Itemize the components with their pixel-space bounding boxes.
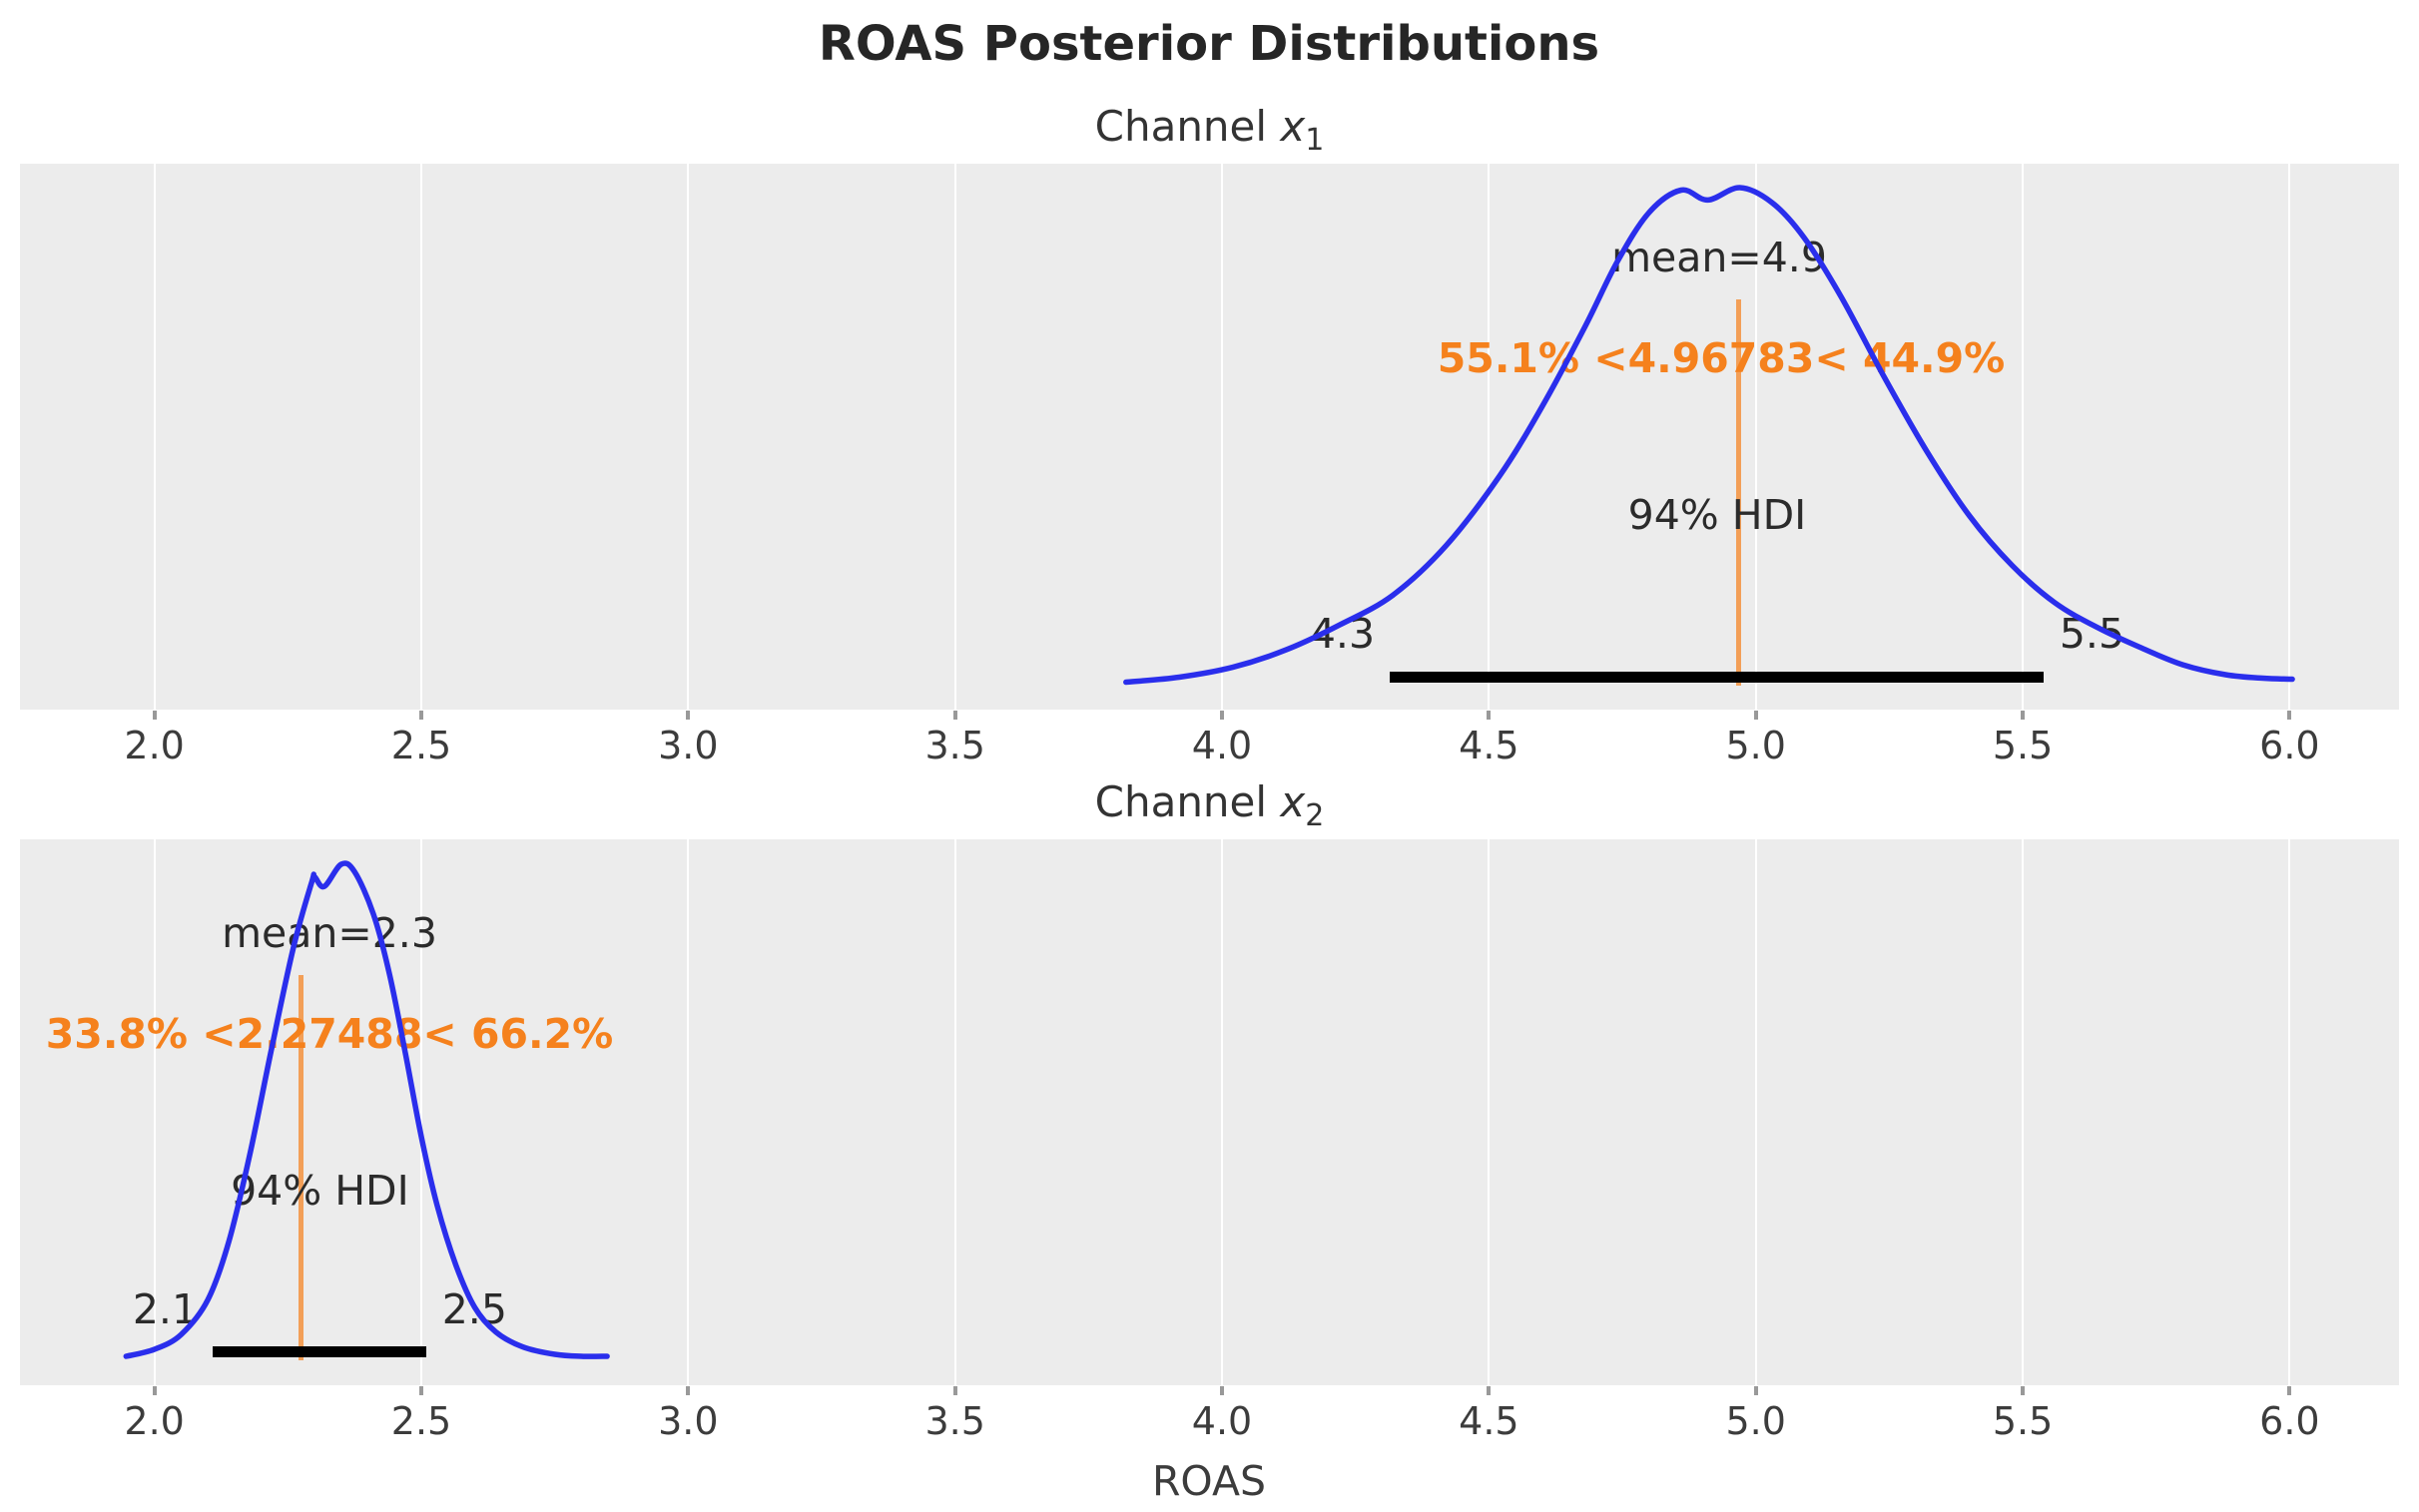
ref-value-label: 33.8% <2.27488< 66.2% (45, 1010, 614, 1058)
figure-title: ROAS Posterior Distributions (818, 16, 1600, 72)
tick-mark (952, 1386, 957, 1395)
gridline (2288, 839, 2291, 1385)
mean-label: mean=2.3 (222, 909, 437, 957)
gridline (687, 839, 690, 1385)
tick-label: 4.5 (1459, 724, 1519, 767)
tick-label: 5.0 (1725, 724, 1786, 767)
gridline (687, 164, 690, 710)
tick-mark (686, 711, 691, 720)
tick-mark (2021, 711, 2026, 720)
tick-label: 3.0 (658, 724, 719, 767)
tick-mark (1220, 1386, 1225, 1395)
tick-mark (2287, 1386, 2292, 1395)
tick-label: 2.0 (124, 724, 185, 767)
gridline (2022, 164, 2025, 710)
gridline (1488, 164, 1491, 710)
tick-mark (1487, 711, 1492, 720)
tick-label: 3.5 (924, 1399, 985, 1443)
tick-label: 6.0 (2259, 724, 2320, 767)
hdi-lower-label: 4.3 (1309, 610, 1376, 658)
gridline (1221, 839, 1224, 1385)
tick-mark (686, 1386, 691, 1395)
tick-label: 4.0 (1191, 1399, 1253, 1443)
tick-label: 6.0 (2259, 1399, 2320, 1443)
subplot-title-prefix: Channel (1094, 776, 1281, 826)
ref-value-label: 55.1% <4.96783< 44.9% (1437, 334, 2006, 382)
tick-label: 3.0 (658, 1399, 719, 1443)
subplot-title-subscript: 2 (1305, 798, 1325, 834)
gridline (953, 839, 956, 1385)
subplot-title-variable: x (1280, 101, 1306, 151)
hdi-bar (213, 1346, 427, 1357)
tick-mark (1753, 1386, 1758, 1395)
tick-label: 5.0 (1725, 1399, 1786, 1443)
tick-label: 5.5 (1992, 724, 2054, 767)
tick-label: 2.5 (390, 1399, 452, 1443)
subplot-title: Channel x2 (1095, 777, 1325, 833)
tick-label: 3.5 (924, 724, 985, 767)
tick-mark (2021, 1386, 2026, 1395)
tick-mark (2287, 711, 2292, 720)
tick-label: 4.0 (1191, 724, 1253, 767)
tick-mark (418, 1386, 423, 1395)
subplot-title-variable: x (1280, 776, 1306, 826)
gridline (1488, 839, 1491, 1385)
tick-mark (418, 711, 423, 720)
gridline (1754, 839, 1757, 1385)
tick-mark (152, 711, 157, 720)
hdi-label: 94% HDI (1627, 491, 1807, 539)
tick-label: 2.5 (390, 724, 452, 767)
hdi-upper-label: 5.5 (2059, 610, 2125, 658)
x-axis-label: ROAS (1151, 1457, 1267, 1505)
gridline (2288, 164, 2291, 710)
gridline (2022, 839, 2025, 1385)
tick-label: 2.0 (124, 1399, 185, 1443)
mean-label: mean=4.9 (1611, 234, 1827, 281)
subplot-title-prefix: Channel (1094, 101, 1281, 151)
tick-label: 4.5 (1459, 1399, 1519, 1443)
tick-mark (952, 711, 957, 720)
tick-mark (1220, 711, 1225, 720)
tick-mark (1487, 1386, 1492, 1395)
gridline (953, 164, 956, 710)
tick-mark (1753, 711, 1758, 720)
subplot-title: Channel x1 (1095, 102, 1325, 158)
plot-area (20, 164, 2399, 710)
hdi-label: 94% HDI (231, 1167, 409, 1215)
tick-mark (152, 1386, 157, 1395)
tick-label: 5.5 (1992, 1399, 2054, 1443)
gridline (419, 164, 422, 710)
gridline (153, 164, 156, 710)
hdi-lower-label: 2.1 (132, 1285, 199, 1333)
hdi-upper-label: 2.5 (441, 1285, 507, 1333)
hdi-bar (1390, 672, 2045, 683)
subplot-title-subscript: 1 (1305, 123, 1325, 159)
gridline (1221, 164, 1224, 710)
